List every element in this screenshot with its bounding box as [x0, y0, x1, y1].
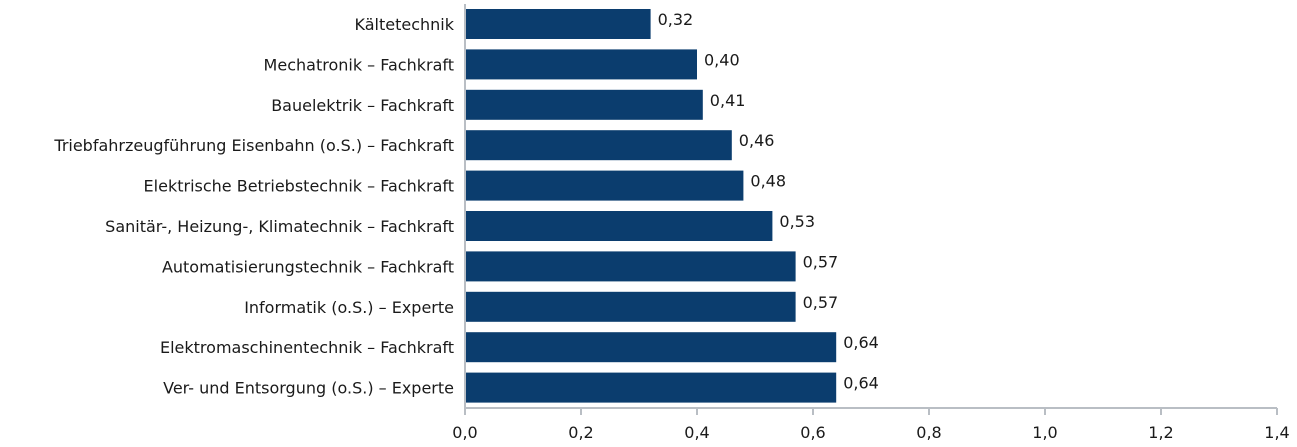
- x-axis: 0,0 0,2 0,4 0,6 0,8 1,0 1,2 1,4: [452, 4, 1290, 442]
- value-label: 0,64: [843, 374, 879, 393]
- category-label: Ver- und Entsorgung (o.S.) – Experte: [163, 379, 454, 398]
- value-label: 0,64: [843, 333, 879, 352]
- category-label: Triebfahrzeugführung Eisenbahn (o.S.) – …: [53, 136, 454, 155]
- x-tick-label: 1,0: [1032, 423, 1057, 442]
- category-label: Elektromaschinentechnik – Fachkraft: [160, 338, 454, 357]
- bar: [465, 49, 697, 80]
- bar: [465, 130, 732, 161]
- x-tick-label: 0,2: [568, 423, 593, 442]
- bar: [465, 9, 651, 39]
- value-label: 0,40: [704, 50, 740, 69]
- value-label: 0,46: [739, 131, 775, 150]
- value-label: 0,32: [658, 10, 694, 29]
- category-label: Bauelektrik – Fachkraft: [271, 96, 454, 115]
- value-label: 0,53: [779, 212, 815, 231]
- bar: [465, 89, 703, 120]
- category-label: Elektrische Betriebstechnik – Fachkraft: [144, 177, 454, 196]
- value-label: 0,48: [750, 172, 786, 191]
- value-label: 0,57: [803, 252, 839, 271]
- category-label: Informatik (o.S.) – Experte: [244, 298, 454, 317]
- labels-layer: Kältetechnik 0,32 Mechatronik – Fachkraft 0…: [53, 10, 878, 398]
- x-tick-label: 0,4: [684, 423, 709, 442]
- bars-layer: [465, 9, 837, 403]
- category-label: Automatisierungstechnik – Fachkraft: [162, 257, 454, 276]
- bar: [465, 291, 796, 322]
- x-tick-label: 0,8: [916, 423, 941, 442]
- x-tick-label: 1,4: [1264, 423, 1289, 442]
- category-label: Sanitär-, Heizung-, Klimatechnik – Fachk…: [105, 217, 454, 236]
- bar: [465, 332, 837, 363]
- bar: [465, 170, 744, 201]
- category-label: Mechatronik – Fachkraft: [264, 55, 454, 74]
- x-tick-label: 0,6: [800, 423, 825, 442]
- x-tick-label: 0,0: [452, 423, 477, 442]
- bar: [465, 372, 837, 403]
- x-tick-label: 1,2: [1148, 423, 1173, 442]
- category-label: Kältetechnik: [355, 15, 455, 34]
- value-label: 0,41: [710, 91, 746, 110]
- value-label: 0,57: [803, 293, 839, 312]
- bar: [465, 251, 796, 282]
- bar: [465, 211, 773, 241]
